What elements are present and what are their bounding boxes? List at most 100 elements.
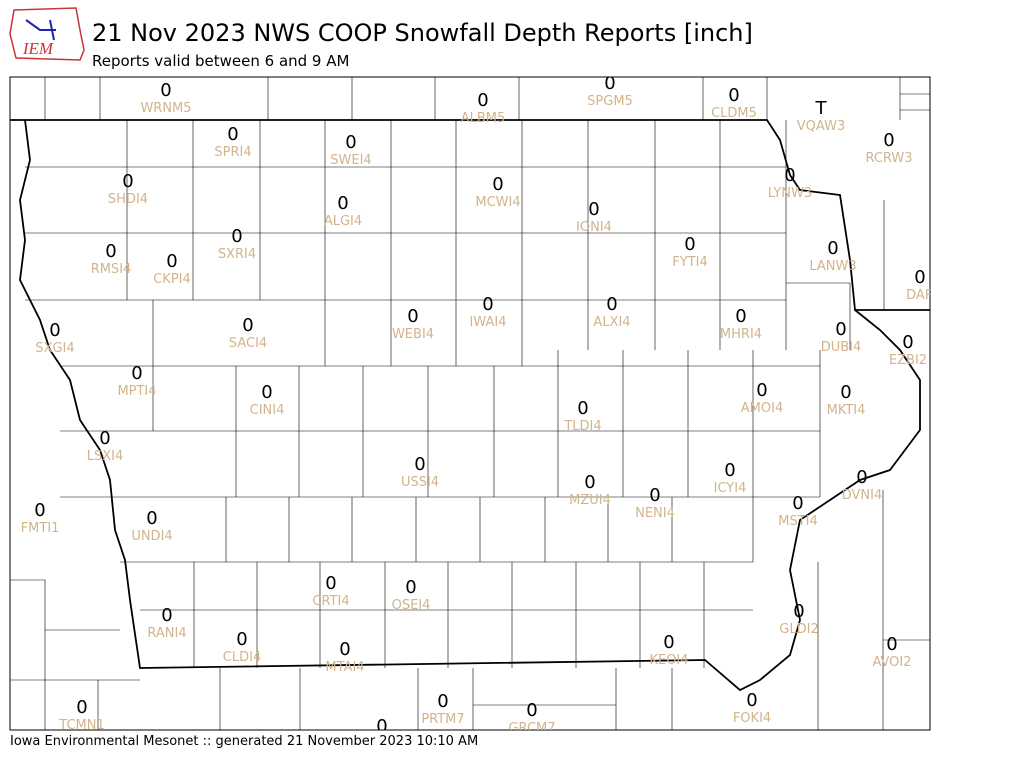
station-id: MZUI4 xyxy=(569,493,611,508)
logo: IEM xyxy=(9,7,85,61)
station-id: USSI4 xyxy=(401,475,439,490)
station-id: WRNM5 xyxy=(140,101,191,116)
report-value: 0 xyxy=(49,320,60,341)
title: 21 Nov 2023 NWS COOP Snowfall Depth Repo… xyxy=(92,19,753,47)
station-id: OSEI4 xyxy=(392,598,431,613)
station-id: FOKI4 xyxy=(733,711,771,726)
report-value: 0 xyxy=(649,485,660,506)
report-value: 0 xyxy=(161,605,172,626)
footer: Iowa Environmental Mesonet :: generated … xyxy=(10,734,478,749)
station-id: MSTI4 xyxy=(778,514,818,529)
report-value: 0 xyxy=(437,691,448,712)
report-value: 0 xyxy=(405,577,416,598)
station-id: DUBI4 xyxy=(821,340,862,355)
report-value: 0 xyxy=(886,634,897,655)
station-id: MKTI4 xyxy=(827,403,866,418)
report-value: 0 xyxy=(160,80,171,101)
station-id: VQAW3 xyxy=(797,119,845,134)
station-id: RCRW3 xyxy=(865,151,912,166)
station-id: AMOI4 xyxy=(741,401,783,416)
station-id: SPRI4 xyxy=(214,145,251,160)
station-id: FYTI4 xyxy=(672,255,707,270)
report-value: 0 xyxy=(105,241,116,262)
station-id: MTAI4 xyxy=(325,660,364,675)
station-id: LSXI4 xyxy=(87,449,124,464)
station-id: WEBI4 xyxy=(392,327,434,342)
report-value: 0 xyxy=(477,90,488,111)
report-value: 0 xyxy=(584,472,595,493)
station-id: FMTI1 xyxy=(21,521,60,536)
station-id: CRTI4 xyxy=(312,594,349,609)
report-value: 0 xyxy=(663,632,674,653)
report-value: 0 xyxy=(526,700,537,721)
station-id: CLDM5 xyxy=(711,106,757,121)
report-value: 0 xyxy=(131,363,142,384)
report-value: 0 xyxy=(325,573,336,594)
report-value: 0 xyxy=(684,234,695,255)
report-value: 0 xyxy=(99,428,110,449)
report-value: 0 xyxy=(784,165,795,186)
station-id: IWAI4 xyxy=(470,315,507,330)
report-value: 0 xyxy=(482,294,493,315)
report-value: 0 xyxy=(577,398,588,419)
report-value: 0 xyxy=(728,85,739,106)
station-id: TCMN1 xyxy=(58,718,104,733)
station-id: SHDI4 xyxy=(108,192,148,207)
station-id: CINI4 xyxy=(250,403,285,418)
report-value: 0 xyxy=(227,124,238,145)
station-id: MHRI4 xyxy=(720,327,762,342)
station-id: CKPI4 xyxy=(153,272,191,287)
station-id: SWEI4 xyxy=(330,153,371,168)
report-value: 0 xyxy=(606,294,617,315)
station-id: ALBM5 xyxy=(461,111,506,126)
station-id: SACI4 xyxy=(229,336,267,351)
report-value: 0 xyxy=(407,306,418,327)
station-id: ALXI4 xyxy=(593,315,630,330)
report-value: 0 xyxy=(122,171,133,192)
report-value: 0 xyxy=(414,454,425,475)
report-value: 0 xyxy=(914,267,925,288)
report-value: 0 xyxy=(34,500,45,521)
report-value: 0 xyxy=(231,226,242,247)
station-id: MCWI4 xyxy=(475,195,520,210)
station-id: EZBI2 xyxy=(889,353,927,368)
report-value: T xyxy=(815,98,828,119)
map-frame xyxy=(9,76,931,731)
station-id: ALGI4 xyxy=(324,214,362,229)
station-id: SXGI4 xyxy=(35,341,74,356)
report-value: 0 xyxy=(339,639,350,660)
station-id: LANW3 xyxy=(809,259,856,274)
report-value: 0 xyxy=(376,716,387,737)
station-id: UNDI4 xyxy=(131,529,172,544)
report-value: 0 xyxy=(792,493,803,514)
report-value: 0 xyxy=(76,697,87,718)
report-value: 0 xyxy=(345,132,356,153)
report-value: 0 xyxy=(827,238,838,259)
station-id: PRTM7 xyxy=(421,712,464,727)
report-value: 0 xyxy=(835,319,846,340)
report-value: 0 xyxy=(337,193,348,214)
report-value: 0 xyxy=(261,382,272,403)
station-id: KEOI4 xyxy=(649,653,688,668)
report-value: 0 xyxy=(236,629,247,650)
map-lines xyxy=(10,77,930,730)
subtitle: Reports valid between 6 and 9 AM xyxy=(92,52,349,70)
station-id: MPTI4 xyxy=(117,384,156,399)
report-value: 0 xyxy=(840,382,851,403)
report-value: 0 xyxy=(856,467,867,488)
station-id: SPGM5 xyxy=(587,94,633,109)
station-id: RMSI4 xyxy=(91,262,132,277)
station-id: ICYI4 xyxy=(714,481,747,496)
report-value: 0 xyxy=(242,315,253,336)
report-value: 0 xyxy=(902,332,913,353)
report-value: 0 xyxy=(588,199,599,220)
report-value: 0 xyxy=(735,306,746,327)
station-id: NENI4 xyxy=(635,506,675,521)
station-id: SXRI4 xyxy=(218,247,256,262)
station-id: AVOI2 xyxy=(872,655,911,670)
station-id: GLDI2 xyxy=(779,622,818,637)
report-value: 0 xyxy=(793,601,804,622)
station-id: CLDI4 xyxy=(223,650,261,665)
